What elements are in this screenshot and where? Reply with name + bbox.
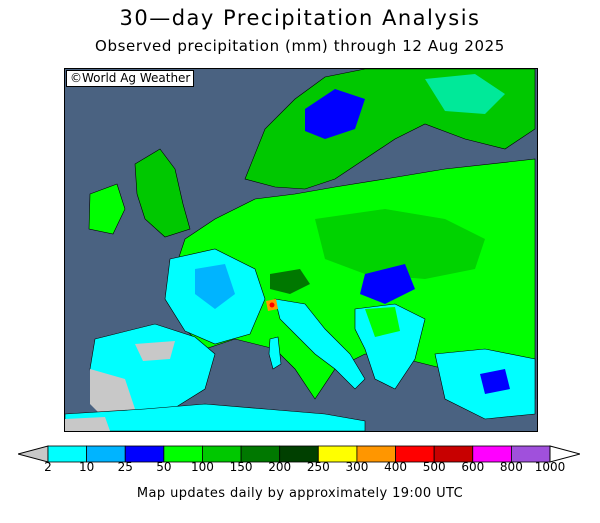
legend-tick-label: 150 (229, 460, 253, 474)
legend-tick-label: 200 (268, 460, 292, 474)
ireland (88, 183, 126, 235)
iberia-nodata-zone-2 (135, 341, 175, 361)
scandinavia-blue-zone (305, 89, 365, 139)
alps-hotspot-core (269, 302, 275, 308)
legend-tick-label: 500 (422, 460, 446, 474)
legend-tick-label: 400 (384, 460, 407, 474)
carpathian-blue-zone (360, 264, 415, 304)
france-blue-zone (195, 264, 235, 309)
map-subtitle: Observed precipitation (mm) through 12 A… (95, 37, 505, 55)
legend-tick-label: 300 (345, 460, 369, 474)
precipitation-legend (18, 445, 580, 463)
map-credit: ©World Ag Weather (66, 70, 195, 87)
great-britain (134, 148, 191, 238)
legend-tick-label: 50 (156, 460, 172, 474)
precipitation-map: ©World Ag Weather (64, 68, 538, 432)
iberia-nodata-zone (90, 369, 135, 419)
italy (274, 298, 366, 390)
map-canvas (65, 69, 536, 431)
legend-tick-label: 10 (78, 460, 95, 474)
legend-above-arrow (549, 445, 580, 463)
corsica-sardinia (268, 336, 282, 370)
legend-tick-label: 600 (461, 460, 485, 474)
central-europe-dark-zone (315, 209, 485, 279)
legend-tick-label: 25 (117, 460, 133, 474)
legend-tick-label: 2 (44, 460, 52, 474)
finland-cyan-zone (425, 74, 505, 114)
alps-dark-zone (270, 269, 310, 294)
north-africa-nodata (65, 417, 110, 431)
map-title: 30—day Precipitation Analysis (119, 6, 481, 30)
legend-tick-label: 100 (191, 460, 214, 474)
balkans-green-zone (365, 307, 400, 337)
legend-tick-label: 800 (499, 460, 523, 474)
north-africa (65, 403, 366, 431)
legend-tick-label: 250 (306, 460, 330, 474)
turkey-blue-zone (480, 369, 510, 394)
legend-tick-label: 1000 (534, 460, 566, 474)
footer-note: Map updates daily by approximately 19:00… (136, 486, 464, 501)
